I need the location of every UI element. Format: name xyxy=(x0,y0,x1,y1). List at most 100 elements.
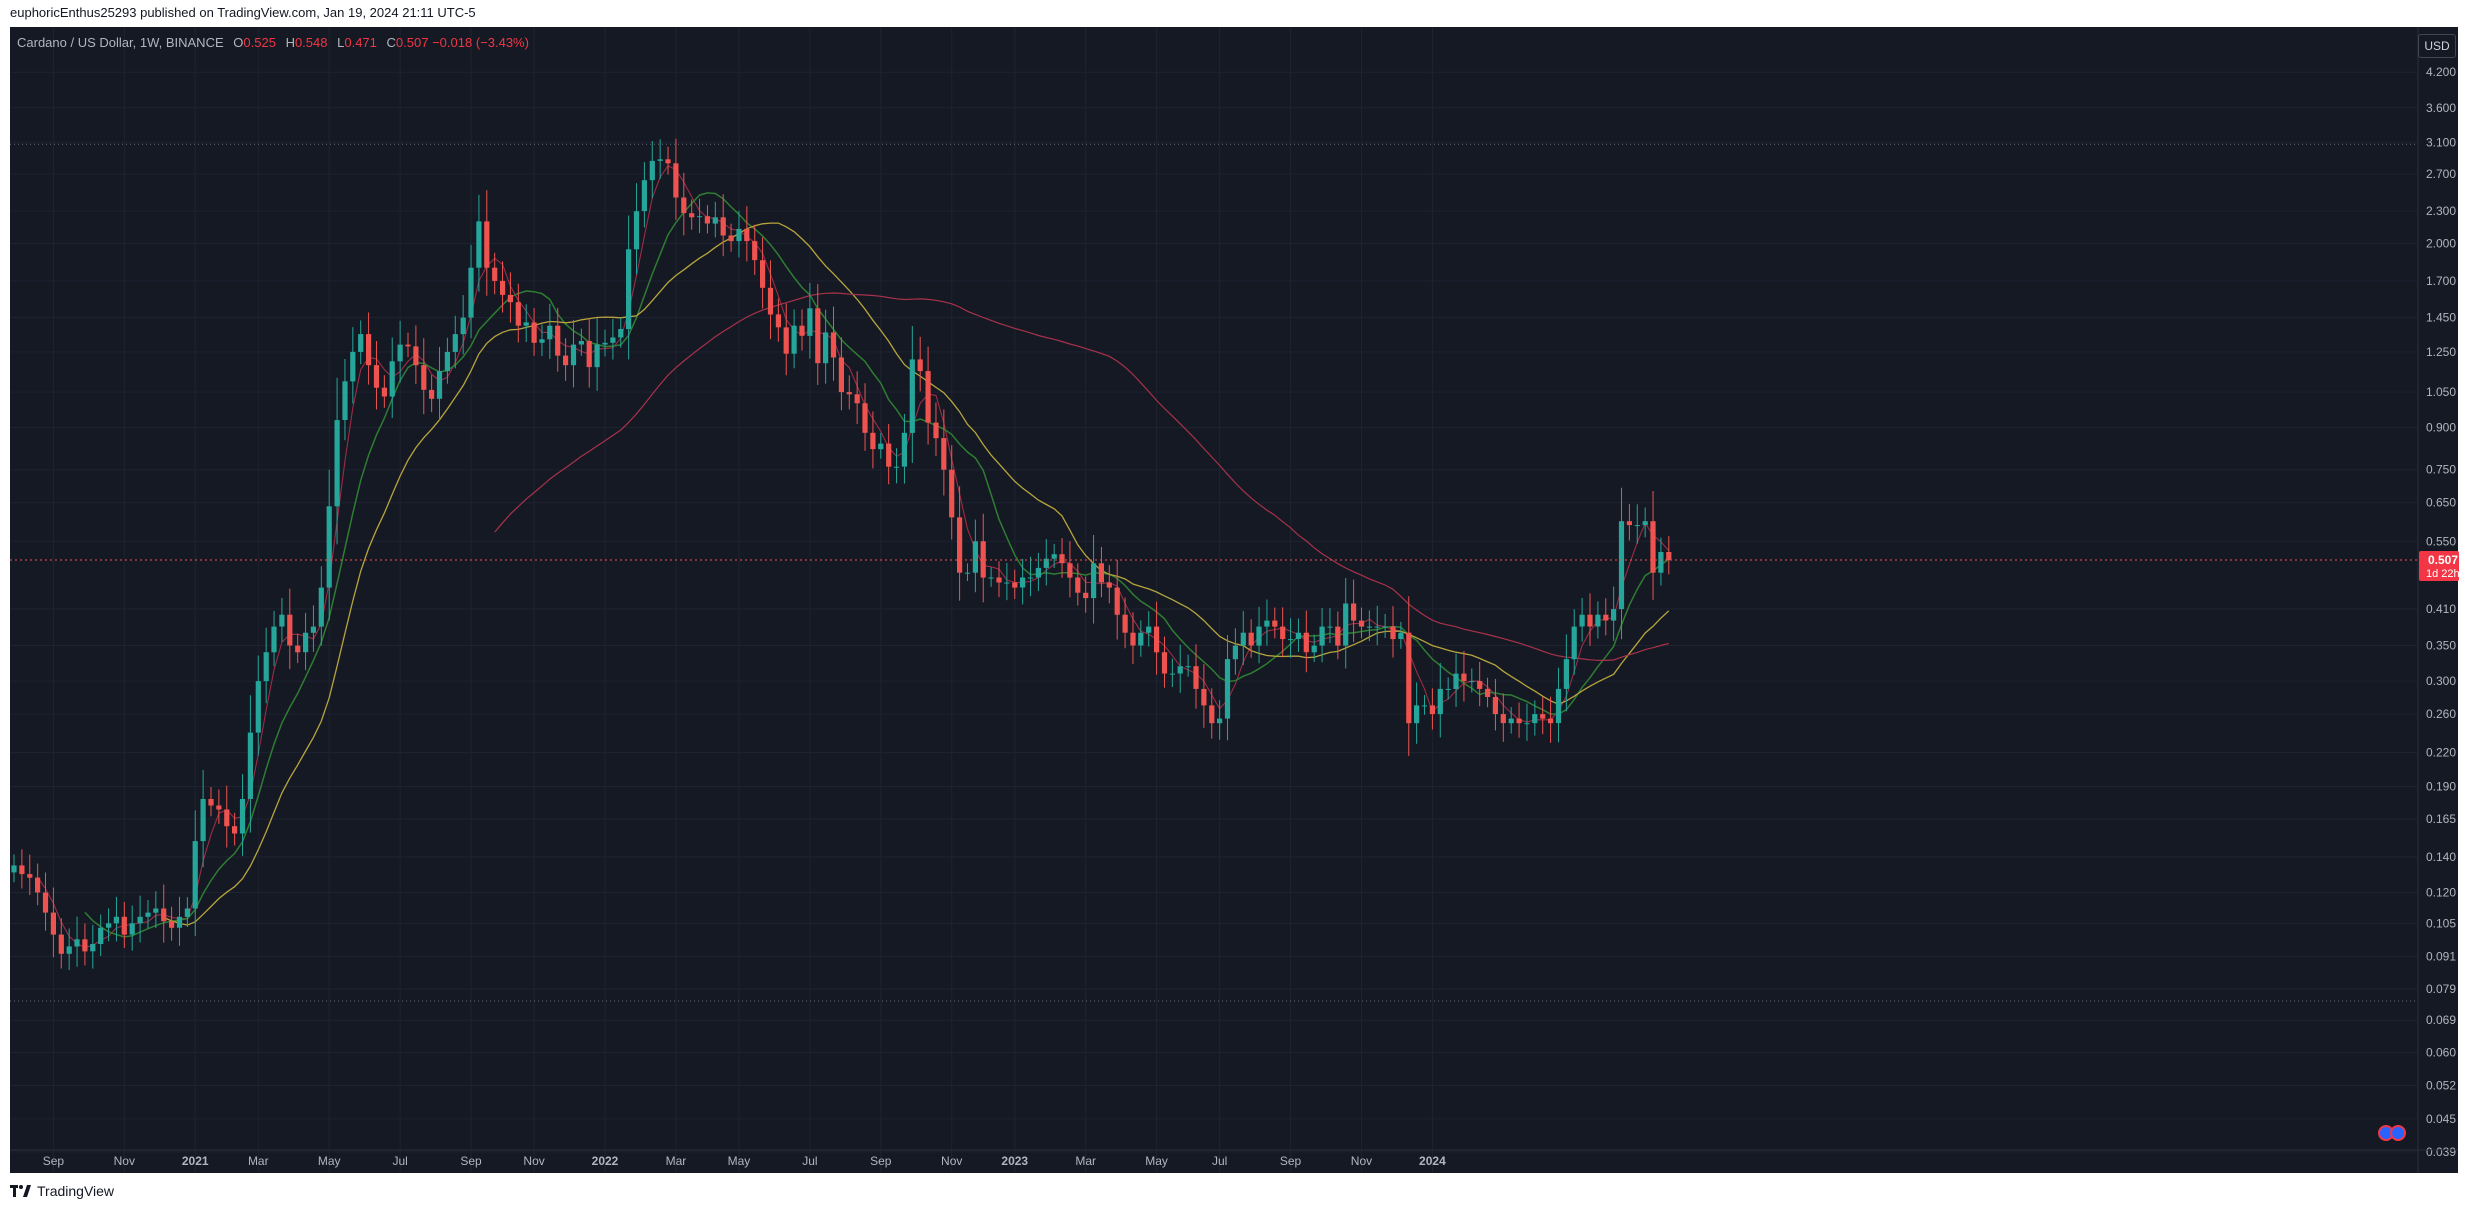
candle-body xyxy=(1114,587,1120,615)
candle-body xyxy=(1083,592,1089,599)
y-tick-label: 2.300 xyxy=(2426,204,2456,218)
candle-body xyxy=(901,432,907,467)
candle-body xyxy=(444,351,450,372)
candle-body xyxy=(1571,626,1577,660)
y-tick-label: 2.000 xyxy=(2426,236,2456,250)
y-tick-label: 0.750 xyxy=(2426,463,2456,477)
y-tick-label: 0.091 xyxy=(2426,949,2456,963)
candle-body xyxy=(1035,567,1041,578)
events-flag-icon xyxy=(2390,1125,2406,1141)
currency-button[interactable]: USD xyxy=(2418,34,2456,58)
candle-body xyxy=(1130,632,1136,646)
candle-body xyxy=(1548,718,1554,724)
candle-body xyxy=(712,217,718,224)
candle-body xyxy=(74,939,80,947)
y-tick-label: 0.220 xyxy=(2426,746,2456,760)
candle-body xyxy=(1445,688,1451,690)
y-tick-label: 0.260 xyxy=(2426,707,2456,721)
candle-body xyxy=(1327,626,1333,628)
candle-body xyxy=(239,799,246,834)
x-tick-label: Jul xyxy=(392,1154,407,1168)
candle-body xyxy=(1358,620,1365,627)
candle-body xyxy=(263,652,269,682)
x-tick-label: Sep xyxy=(43,1154,65,1168)
candle-body xyxy=(1272,620,1278,627)
close-label: C xyxy=(386,35,396,50)
candle-body xyxy=(232,826,238,834)
symbol-legend: Cardano / US Dollar, 1W, BINANCE O0.525 … xyxy=(17,35,529,50)
candle-body xyxy=(271,626,277,653)
candle-body xyxy=(1004,582,1010,584)
tradingview-logo[interactable]: TradingView xyxy=(10,1181,114,1201)
candle-body xyxy=(602,342,608,345)
candle-body xyxy=(1469,681,1475,683)
y-tick-label: 0.900 xyxy=(2426,421,2456,435)
candle-body xyxy=(1311,645,1317,653)
candle-body xyxy=(58,934,64,954)
candle-body xyxy=(1453,673,1459,689)
candle-body xyxy=(1146,626,1152,633)
ma-long-line xyxy=(494,292,1669,662)
y-tick-label: 0.165 xyxy=(2426,812,2456,826)
y-tick-label: 0.140 xyxy=(2426,850,2456,864)
candle-body xyxy=(957,517,963,573)
candle-body xyxy=(1232,645,1238,660)
candle-body xyxy=(570,344,577,366)
candle-body xyxy=(697,216,703,218)
candle-body xyxy=(279,614,285,627)
candle-body xyxy=(1626,521,1632,526)
x-tick-label: May xyxy=(1145,1154,1168,1168)
candle-body xyxy=(1177,666,1183,674)
candle-body xyxy=(476,221,482,268)
candle-body xyxy=(618,329,624,338)
candle-body xyxy=(886,443,892,467)
x-tick-label: Mar xyxy=(666,1154,687,1168)
candle-body xyxy=(1169,673,1175,675)
tradingview-icon xyxy=(10,1185,31,1197)
candle-body xyxy=(1555,688,1562,724)
candle-body xyxy=(113,916,119,924)
x-tick-label: Nov xyxy=(1351,1154,1372,1168)
y-tick-label: 0.300 xyxy=(2426,674,2456,688)
candle-body xyxy=(515,302,521,326)
candle-body xyxy=(649,160,655,181)
candle-body xyxy=(208,799,214,806)
chart-area[interactable] xyxy=(10,27,2458,1173)
x-tick-label: Jul xyxy=(802,1154,817,1168)
y-tick-label: 0.650 xyxy=(2426,496,2456,510)
candle-body xyxy=(988,577,994,579)
close-value: 0.507 xyxy=(395,35,429,50)
brand-text: TradingView xyxy=(37,1183,115,1199)
candle-body xyxy=(397,344,403,362)
candle-body xyxy=(224,809,230,827)
candle-body xyxy=(1319,626,1325,646)
candle-body xyxy=(1634,525,1640,527)
y-tick-label: 0.052 xyxy=(2426,1078,2456,1092)
candle-body xyxy=(1524,723,1530,725)
candle-body xyxy=(318,587,324,627)
candle-body xyxy=(752,241,758,261)
candle-body xyxy=(917,359,923,372)
candle-body xyxy=(736,228,742,242)
x-tick-label: Nov xyxy=(523,1154,544,1168)
y-tick-label: 4.200 xyxy=(2426,65,2456,79)
candle-body xyxy=(547,325,553,340)
symbol-name: Cardano / US Dollar, 1W, BINANCE xyxy=(17,35,224,50)
candle-body xyxy=(1666,552,1672,560)
candle-body xyxy=(626,249,632,330)
candle-body xyxy=(807,308,813,336)
candle-body xyxy=(1335,626,1341,646)
candle-body xyxy=(1587,614,1593,627)
candle-body xyxy=(421,365,427,390)
candle-body xyxy=(1303,632,1309,653)
candle-body xyxy=(854,394,860,404)
candle-body xyxy=(1374,626,1380,628)
candle-body xyxy=(728,235,734,242)
candle-body xyxy=(184,908,190,917)
candle-body xyxy=(1618,521,1625,610)
candle-body xyxy=(1224,659,1231,719)
candle-body xyxy=(1075,577,1081,593)
candle-body xyxy=(563,355,569,366)
candle-body xyxy=(980,541,986,578)
